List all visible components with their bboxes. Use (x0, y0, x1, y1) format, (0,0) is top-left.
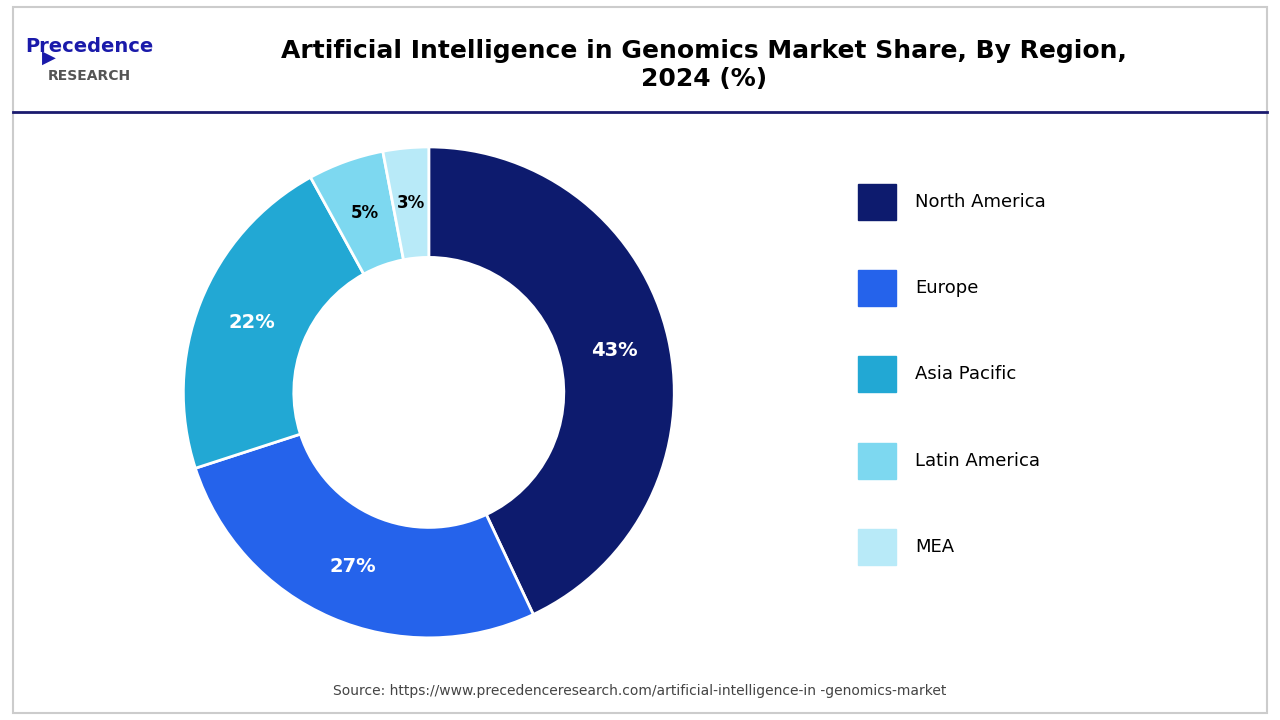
Text: Asia Pacific: Asia Pacific (915, 366, 1016, 383)
Text: 22%: 22% (229, 313, 275, 332)
Text: Precedence: Precedence (26, 37, 154, 56)
Wedge shape (196, 434, 534, 638)
Wedge shape (183, 177, 364, 468)
Wedge shape (311, 151, 403, 274)
Bar (858, 184, 896, 220)
Text: Europe: Europe (915, 279, 979, 297)
Text: 27%: 27% (330, 557, 376, 577)
Text: ▶: ▶ (42, 49, 55, 67)
Text: 43%: 43% (591, 341, 637, 361)
Bar (858, 443, 896, 479)
Text: 5%: 5% (351, 204, 379, 222)
Text: Latin America: Latin America (915, 452, 1041, 470)
Text: Artificial Intelligence in Genomics Market Share, By Region,
2024 (%): Artificial Intelligence in Genomics Mark… (282, 39, 1126, 91)
Text: North America: North America (915, 192, 1046, 210)
Wedge shape (429, 147, 675, 614)
Text: RESEARCH: RESEARCH (49, 68, 131, 83)
Text: Source: https://www.precedenceresearch.com/artificial-intelligence-in -genomics-: Source: https://www.precedenceresearch.c… (333, 684, 947, 698)
Wedge shape (383, 147, 429, 260)
Bar (858, 356, 896, 392)
Bar (858, 270, 896, 306)
Text: 3%: 3% (397, 194, 425, 212)
Text: MEA: MEA (915, 539, 955, 556)
Bar (858, 529, 896, 565)
